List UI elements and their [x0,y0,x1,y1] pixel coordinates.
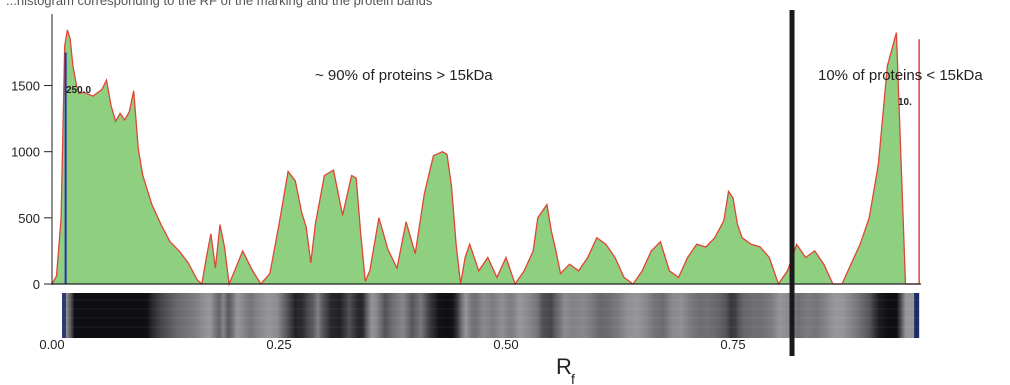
marker-label-10: 10. [898,97,912,108]
histogram-area [52,30,920,284]
x-tick-label: 0.25 [266,337,291,352]
y-tick-label: 0 [33,277,40,292]
gel-lane-image [62,293,920,338]
caption-fragment: ...histogram corresponding to the RF of … [6,0,433,8]
x-tick-label: 0.75 [720,337,745,352]
x-axis-label-subscript: f [571,371,575,385]
histogram-plot-area [51,29,920,287]
x-axis-label: R f [556,354,575,385]
histogram-outline [51,29,920,287]
y-tick-label: 1500 [11,79,40,94]
x-tick-label: 0.50 [493,337,518,352]
annotations: ~ 90% of proteins > 15kDa 10% of protein… [66,67,983,108]
gel-lane-right-edge [914,293,920,338]
annotation-low-mw: 10% of proteins < 15kDa [818,67,983,84]
marker-label-250: 250.0 [66,85,91,96]
y-tick-label: 500 [18,211,40,226]
x-axis-label-main: R [556,354,572,379]
gel-lane-left-edge [62,293,66,338]
gel-lane [62,293,920,338]
y-tick-label: 1000 [11,145,40,160]
axes: 0 500 1000 1500 0.00 0.25 0.50 0.75 [11,14,922,352]
annotation-high-mw: ~ 90% of proteins > 15kDa [315,67,493,84]
x-tick-label: 0.00 [39,337,64,352]
